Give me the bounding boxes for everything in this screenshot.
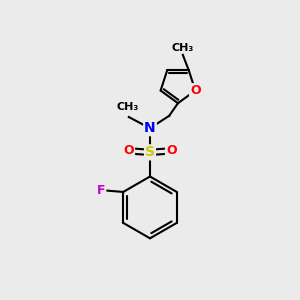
- Text: F: F: [97, 184, 105, 197]
- Text: O: O: [166, 144, 176, 158]
- Text: CH₃: CH₃: [172, 43, 194, 53]
- Text: O: O: [190, 84, 201, 97]
- Text: S: S: [145, 146, 155, 159]
- Text: CH₃: CH₃: [116, 102, 139, 112]
- Text: N: N: [144, 121, 156, 135]
- Text: O: O: [124, 144, 134, 158]
